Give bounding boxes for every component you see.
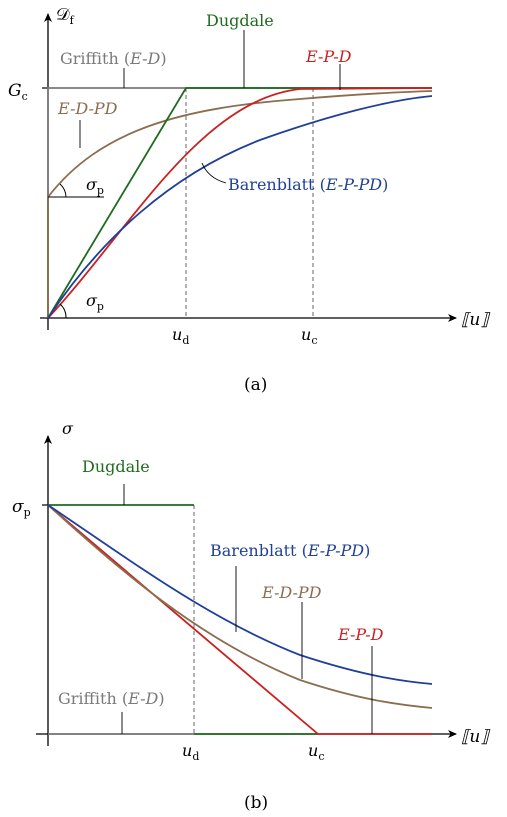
panel-a: 𝒟f ⟦u⟧ Gc ud uc — [8, 5, 490, 395]
panel-a-epd-curve — [47, 87, 433, 319]
panel-b-griffith-label: Griffith (E-D) — [58, 689, 165, 708]
panel-b-x-axis-label: ⟦u⟧ — [461, 727, 490, 747]
panel-a-griffith-label: Griffith (E-D) — [60, 49, 167, 68]
panel-b-y-axis-label: σ — [62, 419, 74, 438]
panel-a-griffith-curve — [47, 87, 432, 318]
panel-a-sigma-lower: σp — [86, 291, 104, 313]
panel-a-edpd-label: E-D-PD — [57, 99, 118, 118]
panel-b-edpd-curve — [47, 504, 433, 709]
panel-b-caption: (b) — [244, 793, 268, 813]
panel-b-barenblatt-label: Barenblatt (E-P-PD) — [210, 541, 370, 560]
panel-a-lower-angle-arc — [59, 303, 67, 319]
panel-a-sigma-upper: σp — [86, 175, 104, 197]
panel-a-barenblatt-label: Barenblatt (E-P-PD) — [228, 175, 388, 194]
gc-label: Gc — [8, 81, 28, 103]
panel-b-dugdale-label: Dugdale — [82, 457, 150, 476]
panel-b: σ ⟦u⟧ σp ud uc Dugdale — [12, 419, 490, 813]
panel-b-barenblatt-curve — [47, 504, 433, 685]
panel-b-uc-label: uc — [308, 741, 324, 763]
panel-b-edpd-label: E-D-PD — [261, 583, 322, 602]
panel-a-upper-angle-arc — [59, 183, 67, 198]
panel-a-epd-label: E-P-D — [305, 47, 352, 66]
panel-a-dugdale-curve — [47, 87, 432, 319]
panel-a-x-axis-label: ⟦u⟧ — [461, 310, 490, 330]
panel-a-dugdale-label: Dugdale — [206, 11, 274, 30]
panel-a-ud-label: ud — [172, 325, 189, 347]
panel-b-ud-label: ud — [182, 741, 199, 763]
panel-a-y-axis-label: 𝒟f — [56, 5, 75, 27]
panel-a-edpd-curve — [47, 90, 433, 318]
panel-b-sigma-p-label: σp — [12, 497, 31, 519]
panel-a-caption: (a) — [244, 375, 267, 395]
panel-b-epd-label: E-P-D — [337, 625, 384, 644]
panel-a-uc-label: uc — [301, 325, 317, 347]
panel-a-barenblatt-curve — [47, 95, 433, 319]
panel-a-barenblatt-leader — [201, 162, 227, 184]
